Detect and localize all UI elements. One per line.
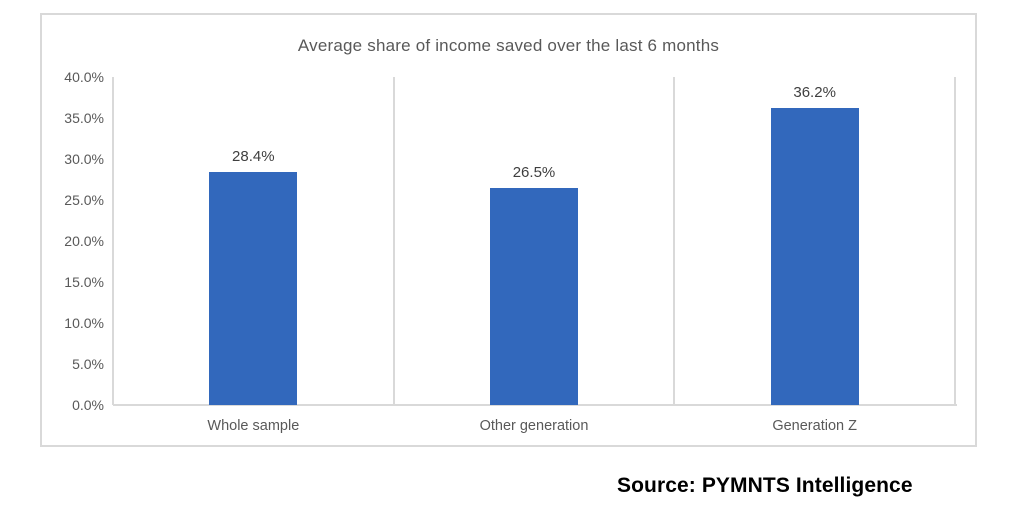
bar <box>490 187 578 405</box>
bar-value-label: 28.4% <box>232 148 275 166</box>
bar <box>770 108 859 405</box>
y-axis-tick-label: 25.0% <box>64 192 104 208</box>
category-separator-line <box>954 77 956 405</box>
bar-chart-frame: Average share of income saved over the l… <box>40 13 977 447</box>
x-axis-line <box>113 404 957 406</box>
y-axis-labels: 40.0% 35.0% 30.0% 25.0% 20.0% 15.0% 10.0% 5.0% 0… <box>34 69 104 413</box>
y-axis-line <box>112 77 114 405</box>
y-axis-tick-label: 5.0% <box>72 356 104 372</box>
source-caption: Source: PYMNTS Intelligence <box>617 474 913 497</box>
bar-value-label: 36.2% <box>793 84 836 102</box>
category-separator-line <box>673 77 676 405</box>
y-axis-tick-label: 35.0% <box>64 110 104 126</box>
category-separator-line <box>392 77 395 405</box>
plot-area: 40.0% 35.0% 30.0% 25.0% 20.0% 15.0% 10.0% 5.0% 0… <box>64 69 957 434</box>
x-axis-category-label: Whole sample <box>207 418 300 434</box>
y-axis-tick-label: 20.0% <box>64 233 104 249</box>
bar-value-label: 26.5% <box>512 163 556 181</box>
y-axis-tick-label: 40.0% <box>64 69 104 85</box>
y-axis-tick-label: 15.0% <box>64 274 104 290</box>
x-axis-category-label: Generation Z <box>772 418 857 434</box>
x-axis-category-label: Other generation <box>479 418 589 434</box>
y-axis-tick-label: 10.0% <box>64 315 104 331</box>
y-axis-tick-label: 30.0% <box>64 151 104 167</box>
chart-title: Average share of income saved over the l… <box>297 36 720 55</box>
bar <box>209 172 298 405</box>
y-axis-tick-label: 0.0% <box>72 397 104 413</box>
